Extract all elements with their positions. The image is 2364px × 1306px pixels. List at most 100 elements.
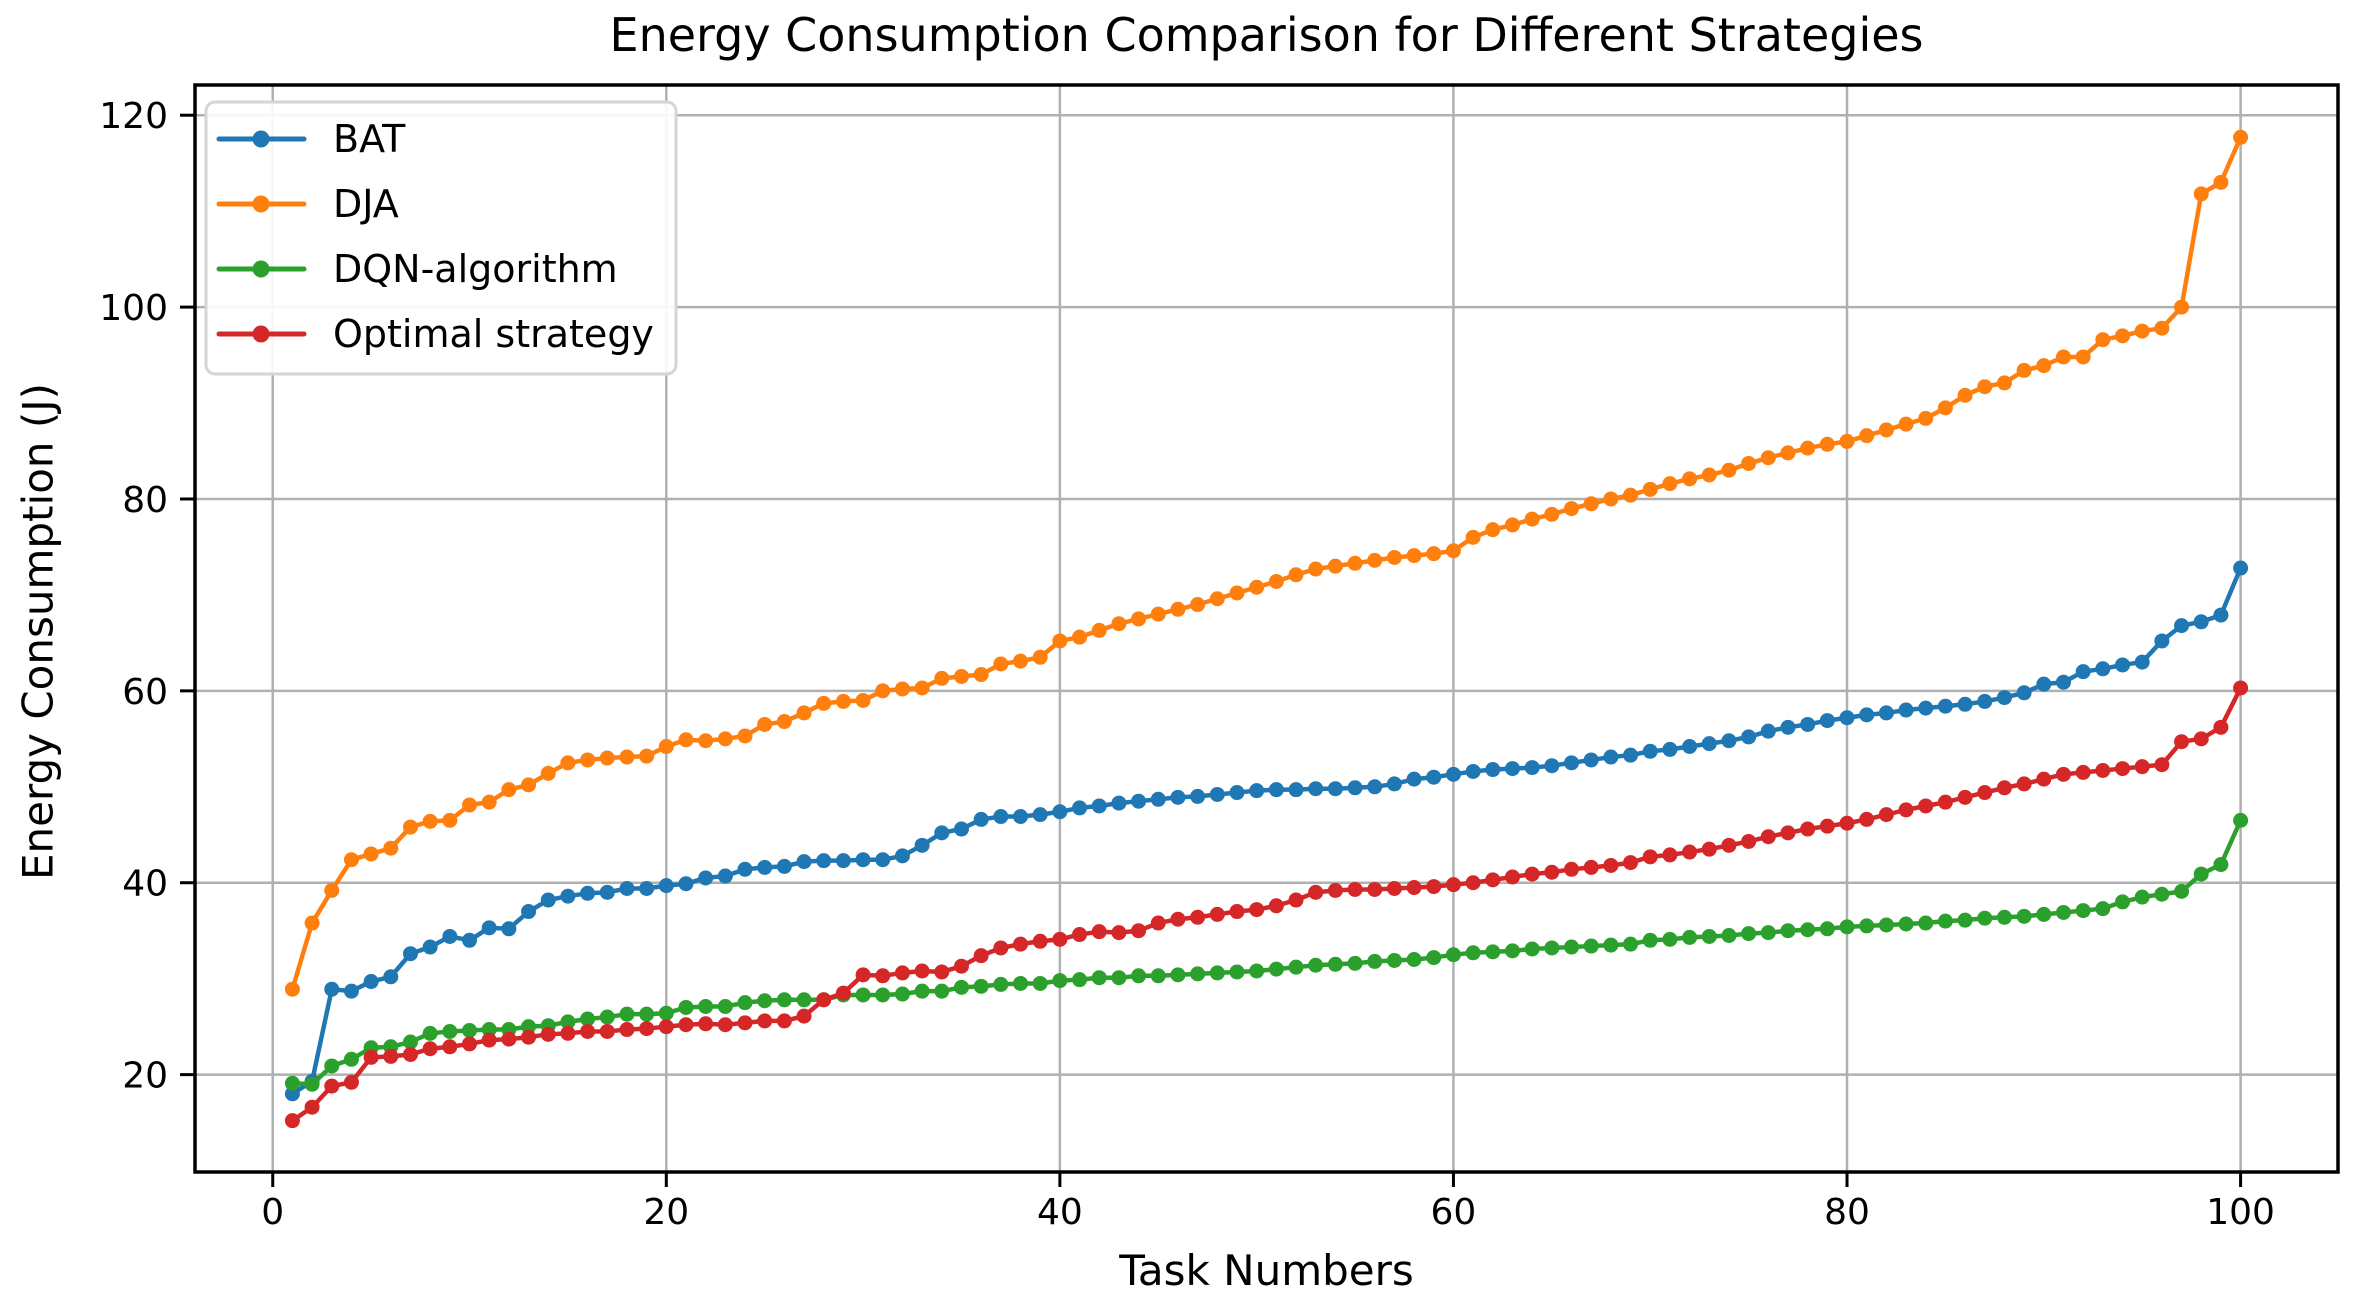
data-point-dqn-algorithm bbox=[1937, 913, 1953, 929]
data-point-dqn-algorithm bbox=[304, 1076, 320, 1092]
data-point-dqn-algorithm bbox=[2233, 812, 2249, 828]
data-point-optimal-strategy bbox=[1426, 879, 1442, 895]
data-point-dqn-algorithm bbox=[1623, 936, 1639, 952]
data-point-dja bbox=[599, 750, 615, 766]
data-point-dqn-algorithm bbox=[1032, 975, 1048, 991]
data-point-bat bbox=[1996, 690, 2012, 706]
data-point-bat bbox=[1564, 755, 1580, 771]
data-point-dja bbox=[383, 840, 399, 856]
data-point-bat bbox=[698, 870, 714, 886]
data-point-dja bbox=[1426, 546, 1442, 562]
data-point-dqn-algorithm bbox=[1583, 938, 1599, 954]
data-point-dqn-algorithm bbox=[1485, 944, 1501, 960]
data-point-bat bbox=[1583, 752, 1599, 768]
data-point-dja bbox=[1819, 436, 1835, 452]
data-point-bat bbox=[1347, 780, 1363, 796]
data-point-bat bbox=[2213, 607, 2229, 623]
data-point-bat bbox=[402, 946, 418, 962]
data-point-optimal-strategy bbox=[501, 1031, 517, 1047]
data-point-optimal-strategy bbox=[1937, 794, 1953, 810]
data-point-dja bbox=[934, 670, 950, 686]
data-point-optimal-strategy bbox=[521, 1029, 537, 1045]
data-point-dja bbox=[462, 797, 478, 813]
legend-label-bat: BAT bbox=[333, 117, 406, 161]
data-point-dja bbox=[324, 882, 340, 898]
data-point-optimal-strategy bbox=[442, 1039, 458, 1055]
data-point-dja bbox=[1465, 529, 1481, 545]
data-point-dqn-algorithm bbox=[2055, 904, 2071, 920]
data-point-optimal-strategy bbox=[1918, 798, 1934, 814]
data-point-optimal-strategy bbox=[953, 958, 969, 974]
data-point-optimal-strategy bbox=[1485, 872, 1501, 888]
data-point-dja bbox=[1445, 543, 1461, 559]
data-point-dja bbox=[1524, 511, 1540, 527]
data-point-dqn-algorithm bbox=[1426, 950, 1442, 966]
data-point-dja bbox=[2016, 362, 2032, 378]
data-point-dqn-algorithm bbox=[1642, 932, 1658, 948]
data-point-bat bbox=[1386, 776, 1402, 792]
series-line-optimal-strategy bbox=[290, 685, 2243, 1123]
data-point-dqn-algorithm bbox=[462, 1022, 478, 1038]
data-point-bat bbox=[383, 969, 399, 985]
data-point-dja bbox=[698, 733, 714, 749]
data-point-dja bbox=[1662, 476, 1678, 492]
data-point-optimal-strategy bbox=[2193, 731, 2209, 747]
legend-box bbox=[204, 100, 678, 376]
data-point-optimal-strategy bbox=[1209, 906, 1225, 922]
data-point-dja bbox=[1249, 579, 1265, 595]
data-point-dja bbox=[2075, 349, 2091, 365]
data-point-optimal-strategy bbox=[1839, 815, 1855, 831]
data-point-optimal-strategy bbox=[580, 1023, 596, 1039]
chart-title: Energy Consumption Comparison for Differ… bbox=[609, 8, 1924, 62]
data-point-dqn-algorithm bbox=[1800, 922, 1816, 938]
data-point-dqn-algorithm bbox=[284, 1075, 300, 1091]
data-point-dqn-algorithm bbox=[580, 1011, 596, 1027]
data-point-dja bbox=[343, 852, 359, 868]
data-point-optimal-strategy bbox=[1623, 855, 1639, 871]
data-point-bat bbox=[2075, 664, 2091, 680]
data-point-optimal-strategy bbox=[1111, 925, 1127, 941]
data-point-dqn-algorithm bbox=[1819, 921, 1835, 937]
data-point-dja bbox=[757, 716, 773, 732]
legend-marker-optimal-strategy bbox=[252, 325, 270, 343]
data-point-bat bbox=[1780, 719, 1796, 735]
data-point-bat bbox=[1977, 693, 1993, 709]
data-point-dqn-algorithm bbox=[1150, 968, 1166, 984]
data-point-dqn-algorithm bbox=[2213, 857, 2229, 873]
data-point-dqn-algorithm bbox=[2036, 906, 2052, 922]
data-point-bat bbox=[2134, 654, 2150, 670]
data-point-bat bbox=[540, 892, 556, 908]
data-point-bat bbox=[343, 983, 359, 999]
data-point-dqn-algorithm bbox=[1052, 973, 1068, 989]
data-point-optimal-strategy bbox=[1249, 902, 1265, 918]
data-point-optimal-strategy bbox=[2055, 766, 2071, 782]
data-point-optimal-strategy bbox=[2233, 680, 2249, 696]
data-point-bat bbox=[1839, 710, 1855, 726]
data-point-optimal-strategy bbox=[757, 1013, 773, 1029]
data-point-dja bbox=[894, 681, 910, 697]
y-tick-label: 60 bbox=[122, 672, 168, 713]
data-point-dja bbox=[855, 692, 871, 708]
data-point-bat bbox=[2193, 614, 2209, 630]
data-point-bat bbox=[1288, 782, 1304, 798]
data-point-dqn-algorithm bbox=[2095, 901, 2111, 917]
data-point-dja bbox=[1190, 597, 1206, 613]
data-point-bat bbox=[1072, 800, 1088, 816]
data-point-dja bbox=[2154, 320, 2170, 336]
data-point-bat bbox=[1445, 766, 1461, 782]
data-point-dja bbox=[1032, 649, 1048, 665]
x-tick-label: 0 bbox=[261, 1192, 284, 1233]
data-point-dja bbox=[796, 705, 812, 721]
data-point-optimal-strategy bbox=[2134, 759, 2150, 775]
data-point-dja bbox=[2055, 349, 2071, 365]
data-point-dja bbox=[1937, 400, 1953, 416]
data-point-dqn-algorithm bbox=[2193, 866, 2209, 882]
data-point-bat bbox=[1091, 798, 1107, 814]
data-point-dqn-algorithm bbox=[1131, 968, 1147, 984]
data-point-dja bbox=[1760, 450, 1776, 466]
data-point-optimal-strategy bbox=[462, 1036, 478, 1052]
data-point-dqn-algorithm bbox=[619, 1006, 635, 1022]
data-point-optimal-strategy bbox=[2095, 762, 2111, 778]
data-point-bat bbox=[521, 904, 537, 920]
data-point-dqn-algorithm bbox=[1996, 909, 2012, 925]
